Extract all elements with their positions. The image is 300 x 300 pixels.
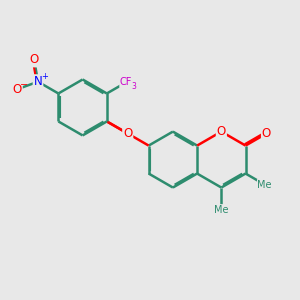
Text: Me: Me — [214, 205, 229, 214]
Text: CF: CF — [120, 77, 132, 87]
Text: O: O — [13, 83, 22, 96]
Text: O: O — [123, 127, 132, 140]
Text: O: O — [217, 125, 226, 138]
Text: −: − — [20, 80, 28, 90]
Text: Me: Me — [257, 180, 272, 190]
Text: +: + — [41, 72, 48, 81]
Text: 3: 3 — [131, 82, 136, 91]
Text: O: O — [29, 53, 39, 66]
Text: N: N — [34, 75, 42, 88]
Text: O: O — [262, 127, 271, 140]
